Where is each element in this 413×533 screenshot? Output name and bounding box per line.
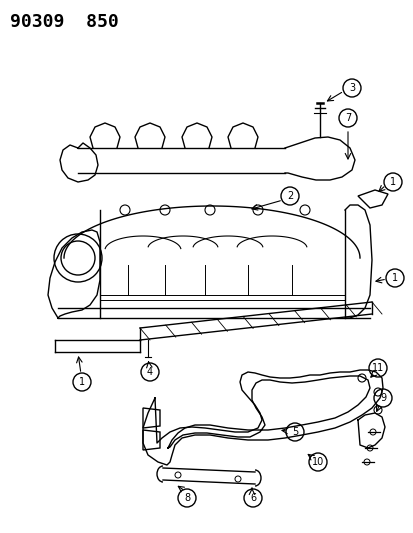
Text: 7: 7 bbox=[344, 113, 350, 123]
Text: 1: 1 bbox=[79, 377, 85, 387]
Text: 1: 1 bbox=[389, 177, 395, 187]
Text: 4: 4 bbox=[147, 367, 153, 377]
Text: 3: 3 bbox=[348, 83, 354, 93]
Text: 90309  850: 90309 850 bbox=[10, 13, 119, 31]
Text: 5: 5 bbox=[291, 427, 297, 437]
Text: 8: 8 bbox=[183, 493, 190, 503]
Text: 10: 10 bbox=[311, 457, 323, 467]
Text: 11: 11 bbox=[371, 363, 383, 373]
Text: 2: 2 bbox=[286, 191, 292, 201]
Text: 9: 9 bbox=[379, 393, 385, 403]
Text: 1: 1 bbox=[391, 273, 397, 283]
Text: 6: 6 bbox=[249, 493, 256, 503]
